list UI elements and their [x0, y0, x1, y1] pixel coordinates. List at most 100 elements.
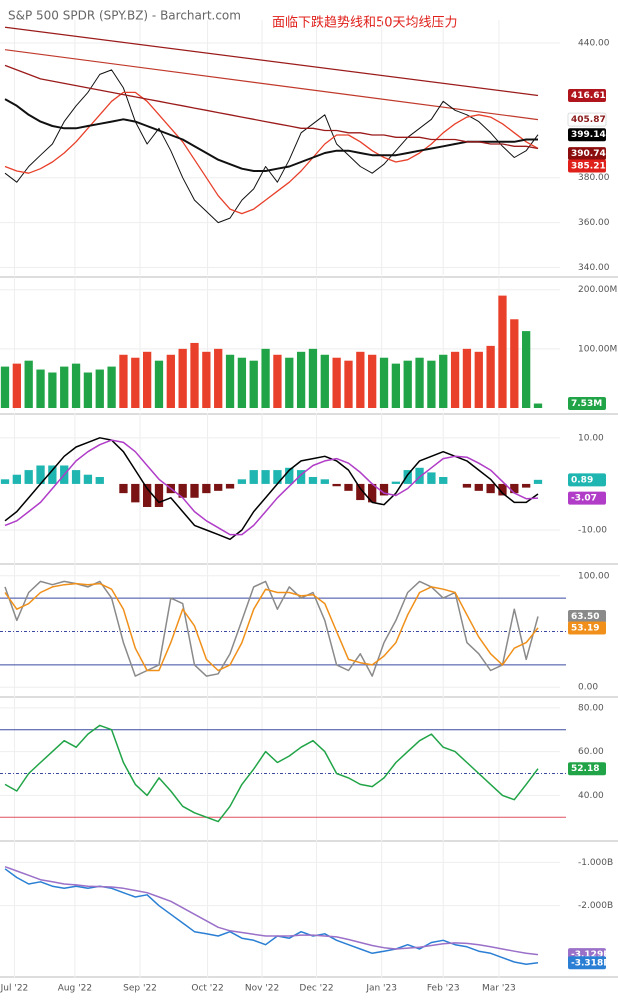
histogram-bar: [368, 483, 377, 503]
chart-title: S&P 500 SPDR (SPY.BZ) - Barchart.com: [8, 9, 241, 23]
volume-bar: [427, 360, 436, 408]
last-value-label: 53.19: [571, 623, 599, 633]
histogram-bar: [415, 467, 424, 484]
histogram-bar: [285, 467, 294, 484]
volume-bar: [60, 366, 69, 408]
histogram-bar: [403, 470, 412, 484]
y-tick-label: 60.00: [578, 747, 604, 757]
y-tick-label: -1.000B: [578, 858, 613, 868]
histogram-bar: [119, 483, 128, 494]
last-value-label: 7.53M: [571, 399, 602, 409]
histogram-bar: [462, 483, 472, 488]
histogram-bar: [12, 474, 21, 484]
histogram-bar: [83, 474, 93, 484]
histogram-bar: [202, 483, 211, 494]
last-value-label: 0.89: [571, 475, 593, 485]
volume-bar: [308, 348, 318, 408]
x-tick-label: Sep '22: [123, 984, 157, 994]
volume-bar: [166, 354, 175, 408]
volume-bar: [522, 331, 531, 408]
volume-bar: [190, 342, 199, 408]
y-tick-label: -10.00: [578, 526, 607, 536]
y-tick-label: 40.00: [578, 791, 604, 801]
histogram-bar: [332, 483, 341, 487]
last-value-box: [568, 159, 606, 173]
annotation: 面临下跌趋势线和50天均线压力: [272, 15, 458, 31]
histogram-bar: [356, 483, 365, 501]
y-tick-label: 340.00: [578, 263, 610, 273]
histogram-bar: [344, 483, 353, 491]
last-value-box: [568, 956, 606, 970]
volume-bar: [498, 295, 507, 408]
last-value-box: [568, 762, 606, 776]
histogram-bar: [71, 470, 81, 484]
histogram-bar: [131, 483, 140, 503]
histogram-bar: [391, 481, 401, 484]
last-value-box: [568, 621, 606, 635]
volume-bar: [379, 357, 389, 408]
histogram-bar: [474, 483, 483, 491]
volume-bar: [533, 403, 543, 408]
volume-bar: [119, 354, 128, 408]
volume-bar: [391, 363, 401, 408]
last-value-label: 405.87: [571, 115, 606, 125]
volume-bar: [403, 360, 412, 408]
histogram-bar: [308, 477, 318, 484]
histogram-bar: [533, 479, 543, 484]
x-tick-label: Oct '22: [191, 984, 223, 994]
volume-bar: [83, 372, 93, 408]
series-line: [4, 64, 539, 150]
histogram-bar: [510, 483, 519, 494]
last-value-box: [568, 609, 606, 623]
volume-bar: [285, 357, 294, 408]
histogram-bar: [190, 483, 199, 498]
histogram-bar: [154, 483, 164, 507]
volume-bar: [261, 348, 270, 408]
volume-bar: [439, 354, 448, 408]
volume-bar: [273, 354, 282, 408]
last-value-box: [568, 473, 606, 487]
histogram-bar: [24, 470, 33, 484]
x-tick-label: Feb '23: [427, 984, 460, 994]
volume-bar: [474, 351, 483, 408]
series-line: [4, 582, 539, 672]
last-value-label: 390.74: [571, 149, 606, 159]
last-value-box: [567, 112, 607, 127]
volume-bar: [202, 351, 211, 408]
volume-bar: [214, 348, 223, 408]
series-line: [4, 439, 539, 536]
last-value-label: -3.07: [571, 494, 597, 504]
x-tick-label: Aug '22: [58, 984, 92, 994]
volume-bar: [462, 348, 472, 408]
volume-bar: [0, 366, 10, 408]
volume-bar: [154, 360, 164, 408]
volume-bar: [71, 363, 81, 408]
volume-bar: [24, 360, 33, 408]
histogram-bar: [0, 479, 10, 484]
histogram-bar: [48, 465, 57, 484]
histogram-bar: [237, 479, 247, 484]
volume-bar: [249, 360, 258, 408]
volume-bar: [415, 357, 424, 408]
histogram-bar: [320, 479, 329, 484]
last-value-label: 416.61: [571, 91, 606, 101]
histogram-bar: [439, 477, 448, 484]
y-tick-label: 0.00: [578, 683, 598, 693]
series-line: [4, 69, 539, 224]
volume-bar: [368, 354, 377, 408]
x-tick-label: Nov '22: [245, 984, 279, 994]
series-line: [4, 724, 539, 823]
histogram-bar: [178, 483, 187, 498]
volume-bar: [48, 372, 57, 408]
histogram-bar: [214, 483, 223, 491]
volume-bar: [486, 345, 495, 408]
volume-bar: [356, 351, 365, 408]
last-value-label: 52.18: [571, 764, 599, 774]
last-value-label: -3.318B: [571, 958, 610, 968]
x-tick-label: Jan '23: [365, 984, 397, 994]
histogram-bar: [273, 470, 282, 484]
y-tick-label: 100.00: [578, 571, 610, 581]
last-value-box: [568, 147, 606, 161]
volume-bar: [36, 369, 45, 408]
